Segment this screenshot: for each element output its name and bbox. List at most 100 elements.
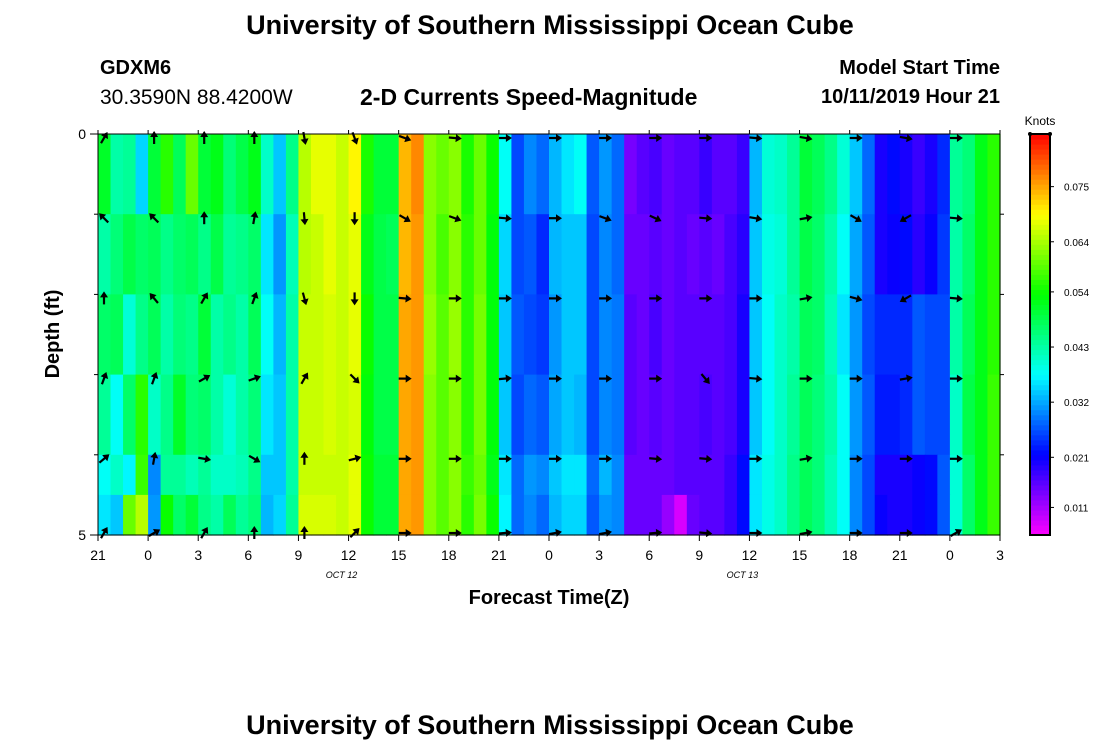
footer-title: University of Southern Mississippi Ocean… xyxy=(246,710,854,740)
heatmap-cell xyxy=(561,214,575,295)
colorbar-segment xyxy=(1030,354,1050,361)
heatmap-cell xyxy=(686,374,700,456)
heatmap-cell xyxy=(398,454,412,496)
heatmap-cell xyxy=(123,134,137,215)
heatmap-cell xyxy=(862,374,876,456)
heatmap-cell xyxy=(273,294,287,376)
heatmap-cell xyxy=(649,494,663,536)
heatmap-cell xyxy=(473,374,487,456)
heatmap-cell xyxy=(210,454,224,496)
heatmap-cell xyxy=(699,374,713,456)
colorbar-segment xyxy=(1030,319,1050,326)
heatmap-cell xyxy=(636,214,650,295)
heatmap-cell xyxy=(887,454,901,496)
heatmap-cell xyxy=(285,214,300,295)
heatmap-cell xyxy=(123,294,137,376)
heatmap-cell xyxy=(812,374,826,456)
heatmap-cell xyxy=(862,494,876,536)
current-arrow xyxy=(649,454,663,463)
heatmap-cell xyxy=(561,374,575,456)
heatmap-cell xyxy=(574,214,588,295)
colorbar-segment xyxy=(1030,514,1050,521)
colorbar-segment xyxy=(1030,374,1050,381)
heatmap-cell xyxy=(98,374,112,456)
current-arrow xyxy=(949,214,963,223)
heatmap-cell xyxy=(173,214,187,295)
heatmap-cell xyxy=(899,294,913,376)
colorbar-segment xyxy=(1030,169,1050,175)
colorbar-segment xyxy=(1030,184,1050,190)
heatmap-cell xyxy=(411,454,425,496)
heatmap-cell xyxy=(774,494,788,536)
current-arrow xyxy=(849,454,863,463)
x-tick-label: 21 xyxy=(892,547,908,563)
heatmap-cell xyxy=(260,454,274,496)
heatmap-cell xyxy=(511,214,525,295)
heatmap-cell xyxy=(361,214,375,295)
current-arrow xyxy=(949,134,963,142)
colorbar-segment xyxy=(1030,494,1050,501)
heatmap-cell xyxy=(398,294,412,376)
heatmap-layer xyxy=(98,134,1001,536)
heatmap-cell xyxy=(386,374,400,456)
heatmap-cell xyxy=(924,494,938,536)
heatmap-cell xyxy=(949,214,964,295)
heatmap-cell xyxy=(198,294,212,376)
heatmap-cell xyxy=(962,214,976,295)
colorbar-segment xyxy=(1030,484,1050,491)
current-arrow xyxy=(649,374,663,383)
current-arrow xyxy=(649,294,663,303)
heatmap-cell xyxy=(724,374,738,456)
current-arrow xyxy=(599,454,613,463)
heatmap-cell xyxy=(135,494,149,536)
colorbar-segment xyxy=(1030,524,1050,531)
heatmap-cell xyxy=(761,214,776,295)
heatmap-cell xyxy=(874,494,888,536)
heatmap-cell xyxy=(373,454,387,496)
heatmap-cell xyxy=(160,454,174,496)
colorbar-segment xyxy=(1030,379,1050,386)
current-arrow xyxy=(300,451,309,465)
current-arrow xyxy=(799,134,813,143)
heatmap-cell xyxy=(987,494,1001,536)
heatmap-cell xyxy=(761,294,776,376)
colorbar-segment xyxy=(1030,359,1050,366)
chart-subtitle: 2-D Currents Speed-Magnitude xyxy=(360,84,698,110)
colorbar-unit: Knots xyxy=(1025,114,1056,128)
heatmap-cell xyxy=(173,454,187,496)
heatmap-cell xyxy=(899,214,913,295)
heatmap-cell xyxy=(98,214,112,295)
heatmap-cell xyxy=(323,454,337,496)
y-tick-label: 0 xyxy=(78,126,86,142)
heatmap-cell xyxy=(348,494,362,536)
heatmap-cell xyxy=(586,214,600,295)
heatmap-cell xyxy=(185,134,199,215)
current-arrow xyxy=(350,212,359,226)
heatmap-cell xyxy=(837,454,851,496)
current-arrow xyxy=(198,455,212,463)
date-label: OCT 13 xyxy=(727,570,759,580)
y-axis: 05 xyxy=(78,126,1004,543)
heatmap-cell xyxy=(461,214,475,295)
current-arrow xyxy=(949,294,963,303)
heatmap-cell xyxy=(837,214,851,295)
colorbar-segment xyxy=(1030,219,1050,225)
heatmap-cell xyxy=(511,494,525,536)
heatmap-cell xyxy=(686,494,700,536)
colorbar-segment xyxy=(1030,344,1050,351)
heatmap-cell xyxy=(761,374,776,456)
heatmap-cell xyxy=(937,294,951,376)
x-tick-label: 0 xyxy=(545,547,553,563)
heatmap-cell xyxy=(849,374,863,456)
colorbar-segment xyxy=(1030,274,1050,280)
heatmap-cell xyxy=(937,454,951,496)
heatmap-cell xyxy=(974,454,989,496)
colorbar-segment xyxy=(1030,389,1050,396)
heatmap-cell xyxy=(586,454,600,496)
heatmap-cell xyxy=(787,214,801,295)
x-tick-label: 3 xyxy=(595,547,603,563)
colorbar-tick-label: 0.032 xyxy=(1064,398,1089,409)
colorbar-segment xyxy=(1030,474,1050,481)
current-arrow xyxy=(749,214,763,223)
heatmap-cell xyxy=(361,374,375,456)
